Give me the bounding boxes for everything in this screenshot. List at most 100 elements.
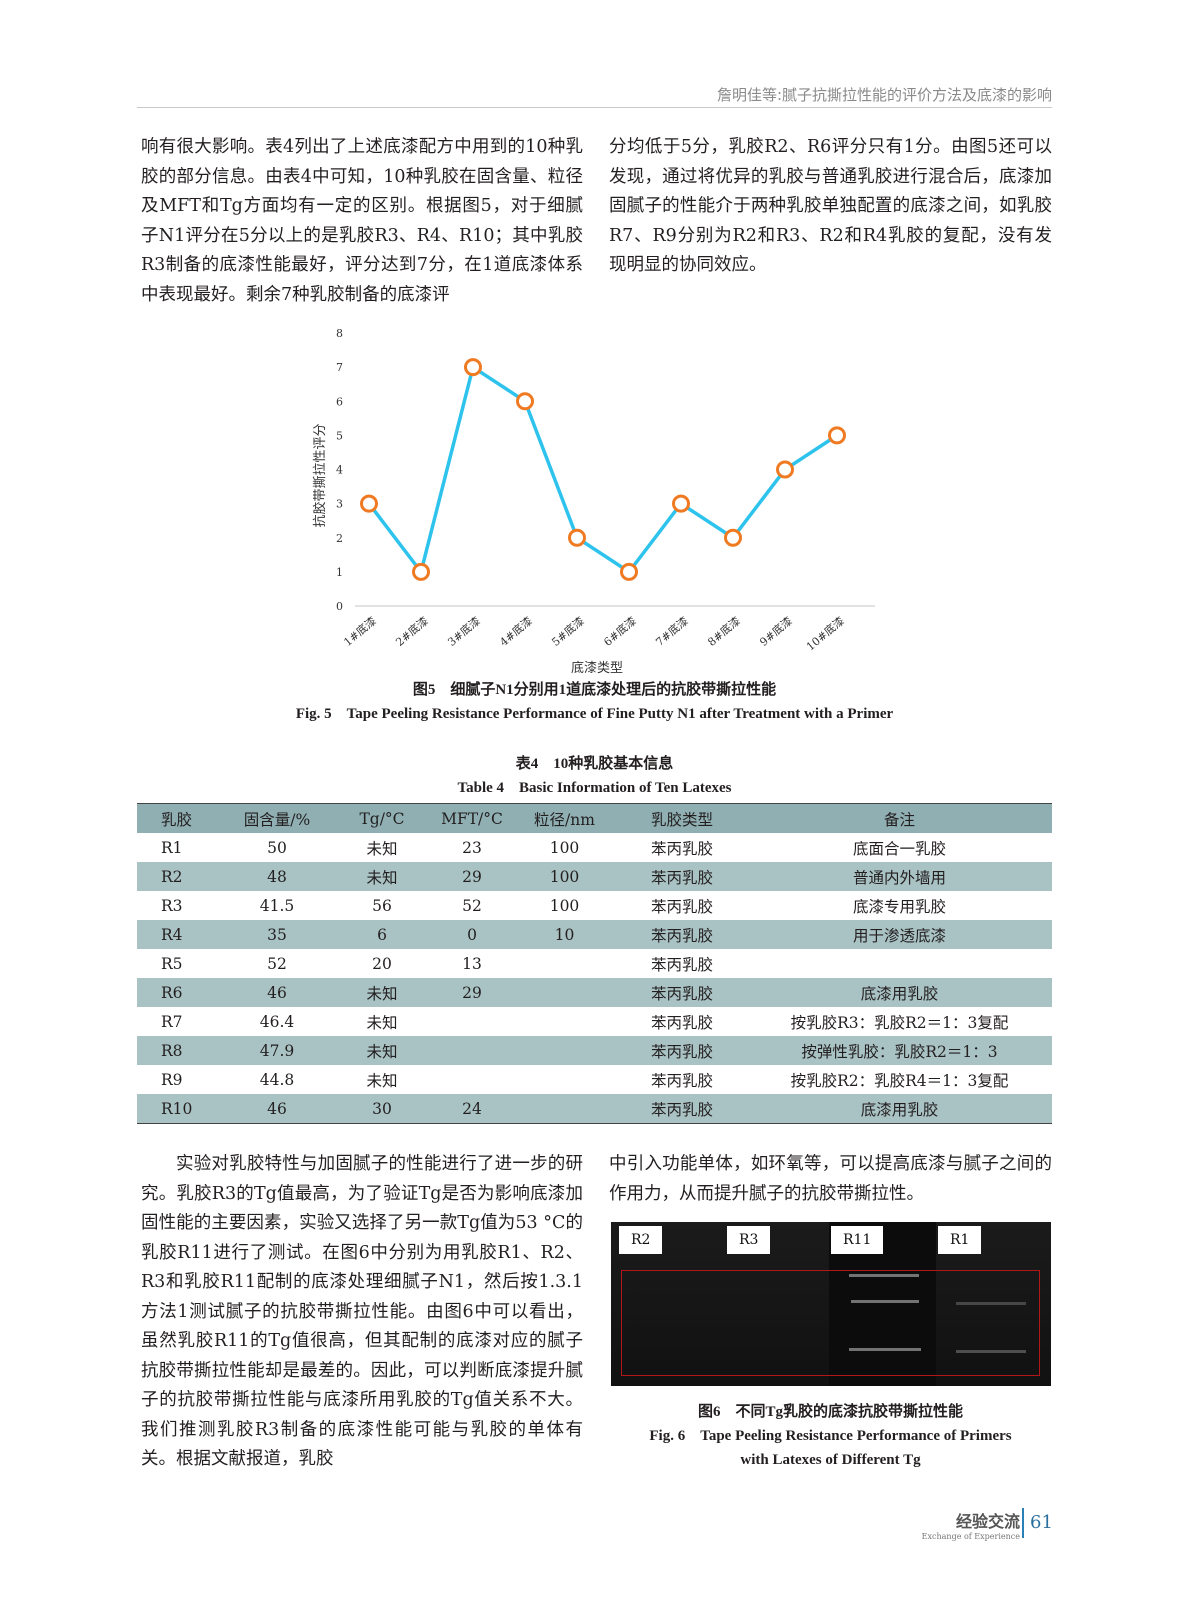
top-right-column: 分均低于5分，乳胶R2、R6评分只有1分。由图5还可以发现，通过将优异的乳胶与普… [609, 133, 1052, 281]
table-row: R6 46 未知 29 苯丙乳胶 底漆用乳胶 [137, 978, 1052, 1007]
table-cell: 100 [549, 867, 580, 886]
x-tick-label: 2#底漆 [393, 614, 431, 649]
table-cell: 底漆用乳胶 [860, 1100, 939, 1119]
table-row: R1 50 未知 23 100 苯丙乳胶 底面合一乳胶 [137, 833, 1052, 862]
table-cell [512, 1094, 617, 1124]
x-tick-label: 9#底漆 [757, 614, 795, 649]
page-number: 61 [1030, 1512, 1053, 1533]
table-cell: R3 [161, 896, 183, 915]
table-cell: 0 [467, 925, 477, 944]
table-cell [747, 949, 1052, 978]
table-cell: 52 [462, 896, 482, 915]
table-cell [432, 1036, 512, 1065]
x-tick-label: 3#底漆 [445, 614, 483, 649]
table-cell: 苯丙乳胶 [650, 926, 713, 945]
table-cell: 未知 [366, 868, 398, 887]
table-cell: 35 [267, 925, 287, 944]
table-cell: 按弹性乳胶：乳胶R2＝1：3 [801, 1042, 998, 1061]
peel-streak [849, 1274, 919, 1277]
table-cell: 苯丙乳胶 [650, 984, 713, 1003]
table-row: R8 47.9 未知 苯丙乳胶 按弹性乳胶：乳胶R2＝1：3 [137, 1036, 1052, 1065]
table-cell: 41.5 [259, 896, 295, 915]
x-tick-label: 1#底漆 [341, 614, 379, 649]
table-cell: 100 [549, 838, 580, 857]
table-cell: 100 [549, 896, 580, 915]
peel-streak [851, 1300, 919, 1303]
table-cell: 44.8 [259, 1070, 295, 1089]
table-cell: 50 [267, 838, 287, 857]
data-point [360, 494, 378, 513]
table-cell: 48 [267, 867, 287, 886]
column-header: 固含量/% [243, 810, 311, 829]
table-cell: 苯丙乳胶 [650, 955, 713, 974]
series-line [367, 364, 838, 576]
table-cell [512, 1007, 617, 1036]
column-header: Tg/°C [359, 809, 405, 828]
table-cell: 底漆专用乳胶 [852, 897, 946, 916]
sample-panel-r3: R3 [721, 1222, 832, 1386]
bottom-left-column: 实验对乳胶特性与加固腻子的性能进行了进一步的研究。乳胶R3的Tg值最高，为了验证… [141, 1150, 583, 1475]
sample-panel-r1: R1 [936, 1222, 1051, 1386]
fig5-caption-cn: 图5 细腻子N1分别用1道底漆处理后的抗胶带撕拉性能 [412, 682, 777, 698]
table-cell [512, 1036, 617, 1065]
peel-streak [849, 1348, 921, 1351]
fig5-caption-en: Fig. 5 Tape Peeling Resistance Performan… [295, 706, 894, 722]
data-point [516, 392, 534, 411]
table-row: R4 35 6 0 10 苯丙乳胶 用于渗透底漆 [137, 920, 1052, 949]
table-row: R2 48 未知 29 100 苯丙乳胶 普通内外墙用 [137, 862, 1052, 891]
sample-label: R3 [727, 1226, 771, 1254]
table-cell: R1 [161, 838, 183, 857]
peel-streak [956, 1302, 1026, 1305]
y-tick-label: 5 [336, 429, 343, 442]
table-cell: 47.9 [259, 1041, 295, 1060]
table-cell: R6 [161, 983, 183, 1002]
table-row: R7 46.4 未知 苯丙乳胶 按乳胶R3：乳胶R2＝1：3复配 [137, 1007, 1052, 1036]
table-cell: 用于渗透底漆 [852, 926, 946, 945]
footer-section-en: Exchange of Experience [921, 1532, 1020, 1541]
table-cell: 20 [372, 954, 392, 973]
x-tick-label: 6#底漆 [601, 614, 639, 649]
x-tick-label: 5#底漆 [549, 614, 587, 649]
table-cell: 46 [267, 983, 287, 1002]
sample-label: R11 [831, 1226, 884, 1254]
table-cell [512, 949, 617, 978]
data-point [568, 528, 586, 547]
table-cell [512, 978, 617, 1007]
footer-divider [1022, 1508, 1024, 1538]
table-cell: 苯丙乳胶 [650, 897, 713, 916]
table-cell: 苯丙乳胶 [650, 1013, 713, 1032]
peel-streak [956, 1350, 1026, 1353]
table-cell: 52 [267, 954, 287, 973]
table-cell: 30 [372, 1099, 392, 1118]
table-cell: 按乳胶R2：乳胶R4＝1：3复配 [790, 1071, 1009, 1090]
table-cell: 苯丙乳胶 [650, 868, 713, 887]
table-cell: 未知 [366, 1071, 398, 1090]
x-tick-label: 8#底漆 [705, 614, 743, 649]
table-cell: R8 [161, 1041, 183, 1060]
table-cell: 29 [462, 983, 482, 1002]
x-tick-label: 10#底漆 [803, 614, 847, 654]
table4-caption-cn: 表4 10种乳胶基本信息 [515, 756, 674, 772]
table4-caption-en: Table 4 Basic Information of Ten Latexes [457, 780, 732, 796]
running-header: 詹明佳等:腻子抗撕拉性能的评价方法及底漆的影响 [716, 86, 1052, 104]
top-left-column: 响有很大影响。表4列出了上述底漆配方中用到的10种乳胶的部分信息。由表4中可知，… [141, 133, 583, 310]
y-tick-label: 3 [336, 498, 343, 511]
table4: 乳胶 固含量/% Tg/°C MFT/°C 粒径/nm 乳胶类型 备注 R1 50 未知 23 10… [137, 803, 1052, 1124]
table-cell: R2 [161, 867, 183, 886]
paragraph: 中引入功能单体，如环氧等，可以提高底漆与腻子之间的作用力，从而提升腻子的抗胶带撕… [609, 1154, 1052, 1204]
fig6-caption-en-2: with Latexes of Different Tg [740, 1452, 921, 1468]
y-tick-label: 8 [336, 327, 343, 340]
column-header: MFT/°C [441, 809, 503, 828]
footer-section-cn: 经验交流 [955, 1512, 1020, 1531]
table-cell: 29 [462, 867, 482, 886]
table-cell: 6 [377, 925, 387, 944]
table-row: R5 52 20 13 苯丙乳胶 [137, 949, 1052, 978]
y-axis-title: 抗胶带撕拉性评分 [312, 423, 328, 527]
table-cell: 46 [267, 1099, 287, 1118]
y-tick-label: 2 [336, 532, 343, 545]
figure5-line-chart: 0 1 2 3 4 5 6 7 8 1#底漆 2#底漆 3#底漆 4#底漆 5#底漆 6#底漆 7#底漆 8#底… [312, 327, 875, 675]
fig6-caption-en-1: Fig. 6 Tape Peeling Resistance Performan… [649, 1428, 1012, 1444]
bottom-right-column: 中引入功能单体，如环氧等，可以提高底漆与腻子之间的作用力，从而提升腻子的抗胶带撕… [609, 1150, 1052, 1209]
table-row: R9 44.8 未知 苯丙乳胶 按乳胶R2：乳胶R4＝1：3复配 [137, 1065, 1052, 1094]
